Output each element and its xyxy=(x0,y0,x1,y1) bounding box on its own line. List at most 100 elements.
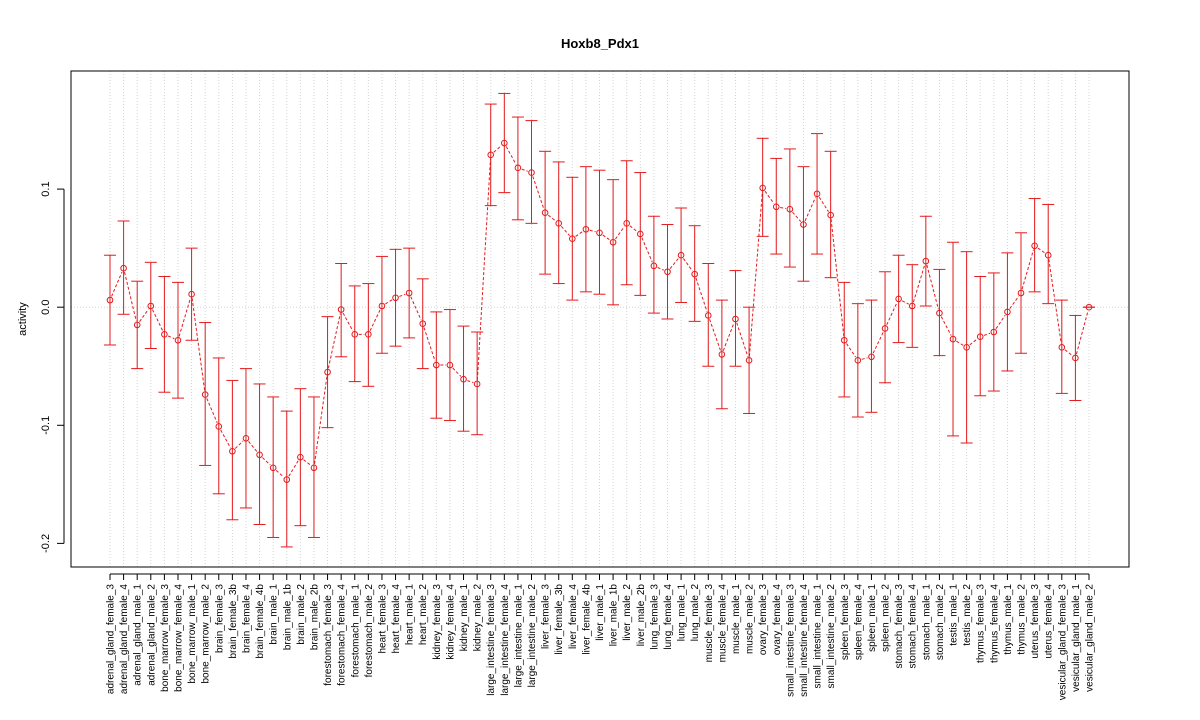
x-tick-label: bone_marrow_male_1 xyxy=(187,584,198,684)
error-bar xyxy=(933,268,946,357)
error-bar xyxy=(879,271,892,384)
x-tick-label: kidney_female_3 xyxy=(432,584,443,660)
data-point xyxy=(759,184,766,192)
x-tick-label: large_intestine_male_1 xyxy=(513,584,524,688)
data-point xyxy=(392,294,399,302)
series-segment xyxy=(629,225,638,232)
x-tick-label: muscle_male_2 xyxy=(745,584,756,654)
y-axis-label: activity xyxy=(17,302,29,336)
data-point xyxy=(324,368,331,376)
series-segment xyxy=(476,158,491,380)
series-segment xyxy=(956,340,964,346)
x-tick-label: small_intestine_male_1 xyxy=(813,584,824,689)
error-bar xyxy=(104,254,116,346)
error-bar xyxy=(199,322,212,466)
chart-title: Hoxb8_Pdx1 xyxy=(561,36,639,51)
series-segment xyxy=(303,459,312,466)
series-segment xyxy=(846,343,857,358)
x-tick-label: thymus_female_3 xyxy=(976,584,987,663)
series-segment xyxy=(275,470,285,478)
data-point xyxy=(161,331,168,338)
error-bar xyxy=(212,357,225,495)
error-bar xyxy=(498,92,511,194)
data-points xyxy=(106,139,1093,483)
x-tick-label: spleen_female_3 xyxy=(840,584,851,661)
series-segment xyxy=(1009,295,1020,309)
series-segment xyxy=(178,297,191,337)
data-point xyxy=(936,309,943,317)
x-tick-label: vesicular_gland_female_3 xyxy=(1057,584,1068,701)
error-bar xyxy=(702,262,715,367)
series-segment xyxy=(641,237,653,263)
data-point xyxy=(351,331,359,338)
error-bar xyxy=(960,251,973,444)
series-segment xyxy=(709,319,722,351)
error-bar xyxy=(253,383,266,525)
series-segment xyxy=(886,302,898,326)
series-segment xyxy=(493,145,502,153)
error-bar xyxy=(634,172,647,296)
data-point xyxy=(120,264,127,272)
x-tick-label: stomach_male_1 xyxy=(921,584,932,661)
error-bar xyxy=(770,157,783,255)
data-point xyxy=(446,361,454,369)
data-point xyxy=(501,139,508,147)
series-segment xyxy=(1075,310,1089,355)
x-tick-label: spleen_male_1 xyxy=(867,584,878,652)
x-tick-label: liver_male_2 xyxy=(622,584,633,641)
x-tick-label: stomach_female_3 xyxy=(894,584,905,669)
x-tick-label: brain_male_2b xyxy=(309,584,320,651)
x-tick-label: stomach_female_4 xyxy=(908,584,919,669)
error-bar xyxy=(158,275,171,393)
series-segment xyxy=(521,168,528,172)
error-bar xyxy=(457,325,470,432)
error-bar xyxy=(1001,252,1014,372)
error-bar xyxy=(185,247,198,341)
y-tick-label: -0.2 xyxy=(40,534,52,553)
series-segment xyxy=(940,316,952,336)
x-tick-label: adrenal_gland_female_3 xyxy=(106,584,117,695)
series-segment xyxy=(926,264,939,310)
error-bar xyxy=(117,220,130,315)
x-tick-label: bone_marrow_female_3 xyxy=(160,584,171,692)
data-point xyxy=(813,190,821,198)
series-segment xyxy=(139,308,149,322)
data-point xyxy=(840,336,848,344)
series-segment xyxy=(695,277,708,312)
data-point xyxy=(174,336,182,344)
series-segment xyxy=(423,327,436,362)
data-point xyxy=(569,235,576,242)
data-point xyxy=(514,164,522,172)
y-tick-label: 0.1 xyxy=(40,181,52,196)
error-bar xyxy=(131,280,144,370)
series-segment xyxy=(589,229,596,233)
data-point xyxy=(718,351,726,358)
error-bar xyxy=(267,396,280,538)
error-bar xyxy=(892,254,905,344)
error-bar xyxy=(743,306,756,414)
series-segment xyxy=(111,271,123,297)
series-segment xyxy=(452,367,462,377)
x-tick-label: thymus_male_1 xyxy=(1003,584,1014,655)
x-tick-label: kidney_male_1 xyxy=(459,584,470,652)
x-tick-label: liver_male_1 xyxy=(595,584,606,641)
x-tick-label: brain_female_3 xyxy=(214,584,225,653)
series-segment xyxy=(764,190,775,204)
error-bar xyxy=(811,133,824,255)
data-point xyxy=(1058,344,1066,351)
data-point xyxy=(745,357,753,364)
series-segment xyxy=(385,299,393,305)
error-bar xyxy=(525,120,538,224)
x-tick-label: liver_female_3b xyxy=(554,584,565,655)
data-point xyxy=(1044,251,1052,259)
x-tick-label: stomach_male_2 xyxy=(935,584,946,661)
data-point xyxy=(772,203,780,211)
series-segment xyxy=(818,196,829,212)
x-tick-label: large_intestine_female_3 xyxy=(486,584,497,696)
series-segment xyxy=(995,314,1006,329)
series-segment xyxy=(615,226,625,240)
x-tick-label: spleen_female_4 xyxy=(853,584,864,661)
error-bar xyxy=(607,179,620,306)
y-axis: -0.2 -0.1 0.0 0.1 xyxy=(40,181,65,553)
series-segment xyxy=(722,322,735,351)
